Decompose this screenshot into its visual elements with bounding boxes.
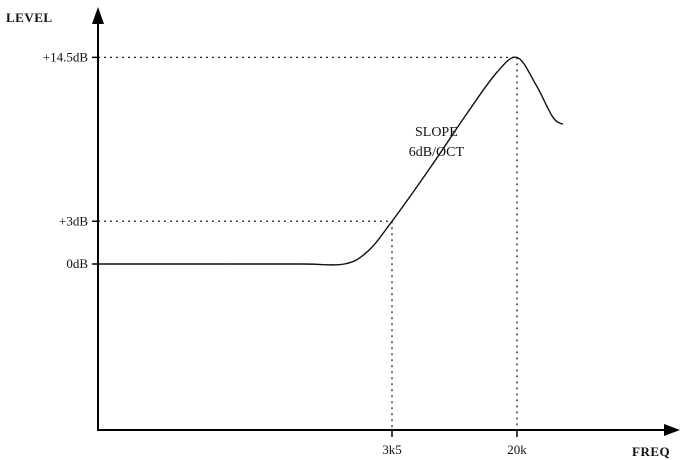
response-curve-layer xyxy=(98,56,564,266)
y-axis-arrowhead xyxy=(92,7,104,24)
y-axis-label: LEVEL xyxy=(6,10,53,25)
annotation-layer: SLOPE 6dB/OCT xyxy=(409,125,465,160)
y-tick-label: 0dB xyxy=(66,256,88,271)
x-axis-arrowhead xyxy=(664,424,680,436)
y-tick-label: +14.5dB xyxy=(43,49,89,64)
y-tick-label: +3dB xyxy=(59,213,88,228)
tick-marks: 0dB +3dB +14.5dB 3k5 20k xyxy=(43,49,527,457)
x-tick-label: 20k xyxy=(507,442,527,457)
x-axis-label: FREQ xyxy=(632,444,670,459)
response-curve xyxy=(226,56,564,266)
x-tick-label: 3k5 xyxy=(382,442,402,457)
slope-annotation: SLOPE 6dB/OCT xyxy=(409,125,465,160)
guide-lines xyxy=(98,56,518,430)
